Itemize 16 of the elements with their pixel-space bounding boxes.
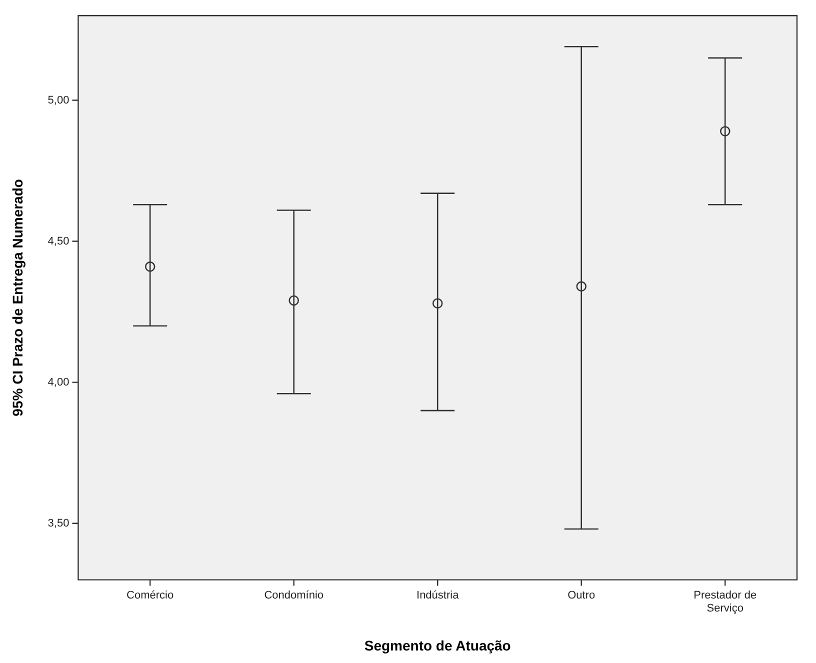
y-axis-title: 95% CI Prazo de Entrega Numerado xyxy=(9,179,26,416)
x-tick-label: Indústria xyxy=(416,589,460,602)
point xyxy=(576,281,587,292)
point xyxy=(288,295,299,306)
y-tick-label: 5,00 xyxy=(48,94,70,106)
y-tick-label: 3,50 xyxy=(48,517,70,530)
x-axis-title: Segmento de Atuação xyxy=(364,637,511,654)
x-tick-label: Condomínio xyxy=(264,589,324,602)
y-tick-label: 4,00 xyxy=(48,376,70,388)
point xyxy=(720,126,730,136)
point xyxy=(432,298,443,308)
point xyxy=(144,262,156,272)
x-tick-label: Outro xyxy=(568,589,596,602)
y-tick-label: 4,50 xyxy=(48,235,70,248)
x-tick-label: Comércio xyxy=(126,589,174,602)
x-tick-label: Prestador de Serviço xyxy=(694,589,757,615)
